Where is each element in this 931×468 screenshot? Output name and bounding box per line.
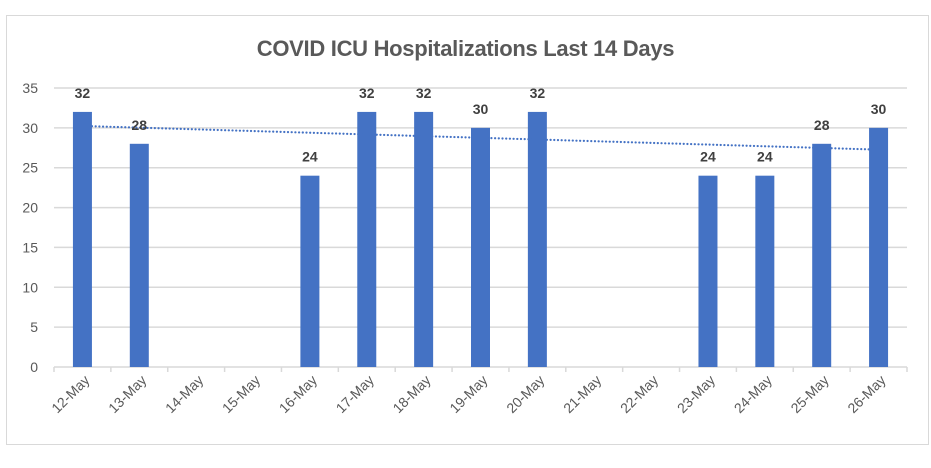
data-label: 28 xyxy=(814,117,830,133)
bar xyxy=(414,111,434,368)
bar xyxy=(755,175,775,367)
data-label: 32 xyxy=(359,85,375,101)
data-label: 32 xyxy=(530,85,546,101)
x-tick-label: 19-May xyxy=(446,372,490,416)
x-tick-label: 25-May xyxy=(787,372,831,416)
data-label: 32 xyxy=(75,85,91,101)
y-tick-label: 35 xyxy=(22,80,38,96)
y-axis-ticks: 0 5 10 15 20 25 30 35 xyxy=(22,80,38,375)
bar xyxy=(698,175,718,367)
x-tick-label: 12-May xyxy=(48,372,92,416)
trendline xyxy=(90,125,871,151)
x-tick-label: 17-May xyxy=(333,372,377,416)
x-tick-label: 20-May xyxy=(503,372,547,416)
data-label: 24 xyxy=(302,149,318,165)
x-axis: 12-May 13-May 14-May 15-May 16-May 17-May 18-M… xyxy=(48,366,908,416)
bar xyxy=(72,111,92,368)
y-tick-label: 15 xyxy=(22,239,38,255)
trendline-group xyxy=(90,125,871,151)
data-label: 30 xyxy=(473,101,489,117)
y-tick-label: 25 xyxy=(22,160,38,176)
data-label: 24 xyxy=(757,149,773,165)
x-tick-label: 21-May xyxy=(560,372,604,416)
x-tick-label: 22-May xyxy=(617,372,661,416)
bar xyxy=(527,111,547,368)
x-tick-label: 24-May xyxy=(731,372,775,416)
bar xyxy=(812,143,832,367)
bar xyxy=(471,127,490,367)
bar xyxy=(357,111,377,368)
data-label: 32 xyxy=(416,85,432,101)
bar xyxy=(129,143,149,367)
y-tick-label: 0 xyxy=(30,359,38,375)
x-tick-label: 14-May xyxy=(162,372,206,416)
data-labels: 32 28 24 32 32 30 32 24 24 28 30 xyxy=(75,85,887,165)
chart-title: COVID ICU Hospitalizations Last 14 Days xyxy=(256,36,675,61)
x-tick-label: 18-May xyxy=(389,372,433,416)
x-tick-label: 13-May xyxy=(105,372,149,416)
y-tick-label: 20 xyxy=(22,200,38,216)
data-label: 30 xyxy=(871,101,887,117)
chart-frame xyxy=(6,15,929,445)
y-tick-label: 10 xyxy=(22,279,38,295)
y-tick-label: 5 xyxy=(30,319,38,335)
x-tick-label: 15-May xyxy=(219,372,263,416)
bar xyxy=(300,175,320,367)
data-label: 24 xyxy=(700,149,716,165)
x-tick-label: 16-May xyxy=(276,372,320,416)
x-tick-label: 26-May xyxy=(844,372,888,416)
x-tick-label: 23-May xyxy=(674,372,718,416)
bar xyxy=(869,127,889,367)
bars xyxy=(72,111,889,368)
y-tick-label: 30 xyxy=(22,120,38,136)
data-label: 28 xyxy=(132,117,148,133)
